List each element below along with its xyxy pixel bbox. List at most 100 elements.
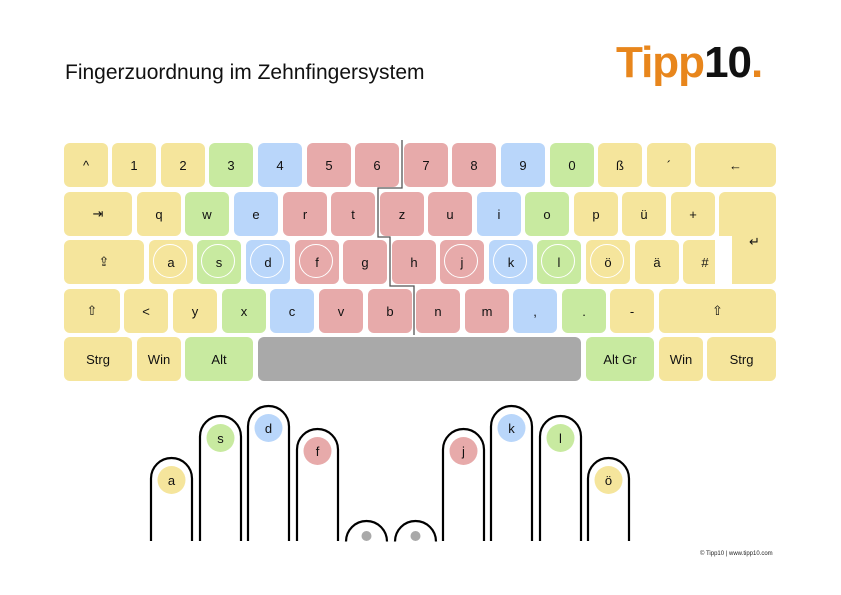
key-label: 7 xyxy=(422,157,430,173)
key-4[interactable]: 4 xyxy=(258,143,302,187)
key-d[interactable]: d xyxy=(246,240,290,284)
key-b[interactable]: b xyxy=(368,289,412,333)
key-label: ^ xyxy=(82,157,90,173)
key-h[interactable]: h xyxy=(392,240,436,284)
key-label: 4 xyxy=(276,157,284,173)
key-←[interactable]: ← xyxy=(695,143,776,187)
key-i[interactable]: i xyxy=(477,192,521,236)
key-7[interactable]: 7 xyxy=(404,143,448,187)
key-label: i xyxy=(497,206,501,222)
key-ü[interactable]: ü xyxy=(622,192,666,236)
key-f[interactable]: f xyxy=(295,240,339,284)
key-3[interactable]: 3 xyxy=(209,143,253,187)
key-o[interactable]: o xyxy=(525,192,569,236)
key-label: Strg xyxy=(729,351,754,367)
key-w[interactable]: w xyxy=(185,192,229,236)
key-q[interactable]: q xyxy=(137,192,181,236)
key-z[interactable]: z xyxy=(380,192,424,236)
key-k[interactable]: k xyxy=(489,240,533,284)
key-label: v xyxy=(337,303,345,319)
hand-divider-line xyxy=(377,140,415,335)
finger-outline xyxy=(586,456,631,541)
key-Win[interactable]: Win xyxy=(659,337,703,381)
key-9[interactable]: 9 xyxy=(501,143,545,187)
key-t[interactable]: t xyxy=(331,192,375,236)
key-c[interactable]: c xyxy=(270,289,314,333)
key-y[interactable]: y xyxy=(173,289,217,333)
finger-label: l xyxy=(559,431,562,446)
key-n[interactable]: n xyxy=(416,289,460,333)
key-label: b xyxy=(386,303,394,319)
finger-label: d xyxy=(265,421,272,436)
finger-outline xyxy=(538,414,583,541)
finger-dot xyxy=(303,437,332,465)
key-label: 3 xyxy=(227,157,235,173)
key-g[interactable]: g xyxy=(343,240,387,284)
key-space[interactable] xyxy=(258,337,581,381)
key-j[interactable]: j xyxy=(440,240,484,284)
key-Alt Gr[interactable]: Alt Gr xyxy=(586,337,654,381)
key--[interactable]: - xyxy=(610,289,654,333)
key-Win[interactable]: Win xyxy=(137,337,181,381)
key-label: 2 xyxy=(179,157,187,173)
key-p[interactable]: p xyxy=(574,192,618,236)
key-v[interactable]: v xyxy=(319,289,363,333)
key-.[interactable]: . xyxy=(562,289,606,333)
key-0[interactable]: 0 xyxy=(550,143,594,187)
key-e[interactable]: e xyxy=(234,192,278,236)
key-label: # xyxy=(701,254,709,270)
key-u[interactable]: u xyxy=(428,192,472,236)
key-,[interactable]: , xyxy=(513,289,557,333)
key-⇧[interactable]: ⇧ xyxy=(64,289,120,333)
key-Strg[interactable]: Strg xyxy=(707,337,776,381)
key-^[interactable]: ^ xyxy=(64,143,108,187)
finger-dot xyxy=(157,466,186,494)
key-l[interactable]: l xyxy=(537,240,581,284)
key-label: ´ xyxy=(666,157,672,173)
key-Strg[interactable]: Strg xyxy=(64,337,132,381)
key-label: 6 xyxy=(373,157,381,173)
key-ß[interactable]: ß xyxy=(598,143,642,187)
key-label: e xyxy=(252,206,260,222)
finger-label: f xyxy=(316,444,320,459)
finger-dot xyxy=(449,437,478,465)
key-label: 1 xyxy=(130,157,138,173)
key-label: 5 xyxy=(325,157,333,173)
key-8[interactable]: 8 xyxy=(452,143,496,187)
key-ä[interactable]: ä xyxy=(635,240,679,284)
key-1[interactable]: 1 xyxy=(112,143,156,187)
key-<[interactable]: < xyxy=(124,289,168,333)
key-label: ↵ xyxy=(749,234,760,249)
key-5[interactable]: 5 xyxy=(307,143,351,187)
key-a[interactable]: a xyxy=(149,240,193,284)
key-label: ⇥ xyxy=(92,206,104,221)
key-r[interactable]: r xyxy=(283,192,327,236)
key-label: p xyxy=(592,206,600,222)
key-Alt[interactable]: Alt xyxy=(185,337,253,381)
key-+[interactable]: + xyxy=(671,192,715,236)
finger-outline xyxy=(344,519,389,542)
key-label: m xyxy=(481,303,493,319)
key-x[interactable]: x xyxy=(222,289,266,333)
key-´[interactable]: ´ xyxy=(647,143,691,187)
key-⇧[interactable]: ⇧ xyxy=(659,289,776,333)
key-6[interactable]: 6 xyxy=(355,143,399,187)
key-label: g xyxy=(361,254,369,270)
key-ö[interactable]: ö xyxy=(586,240,630,284)
key-label: n xyxy=(434,303,442,319)
key-2[interactable]: 2 xyxy=(161,143,205,187)
key-label: . xyxy=(582,303,586,319)
key-label: r xyxy=(302,206,308,222)
key-⇥[interactable]: ⇥ xyxy=(64,192,132,236)
finger-outline xyxy=(246,404,291,541)
key-label: ← xyxy=(729,157,742,173)
key-label: t xyxy=(351,206,355,222)
finger-outline xyxy=(295,427,340,541)
tipp10-logo: Tipp10. xyxy=(616,38,763,87)
finger-label: s xyxy=(217,431,224,446)
key-label: u xyxy=(446,206,454,222)
key-s[interactable]: s xyxy=(197,240,241,284)
key-⇪[interactable]: ⇪ xyxy=(64,240,144,284)
key-label: Alt xyxy=(211,351,227,367)
key-m[interactable]: m xyxy=(465,289,509,333)
